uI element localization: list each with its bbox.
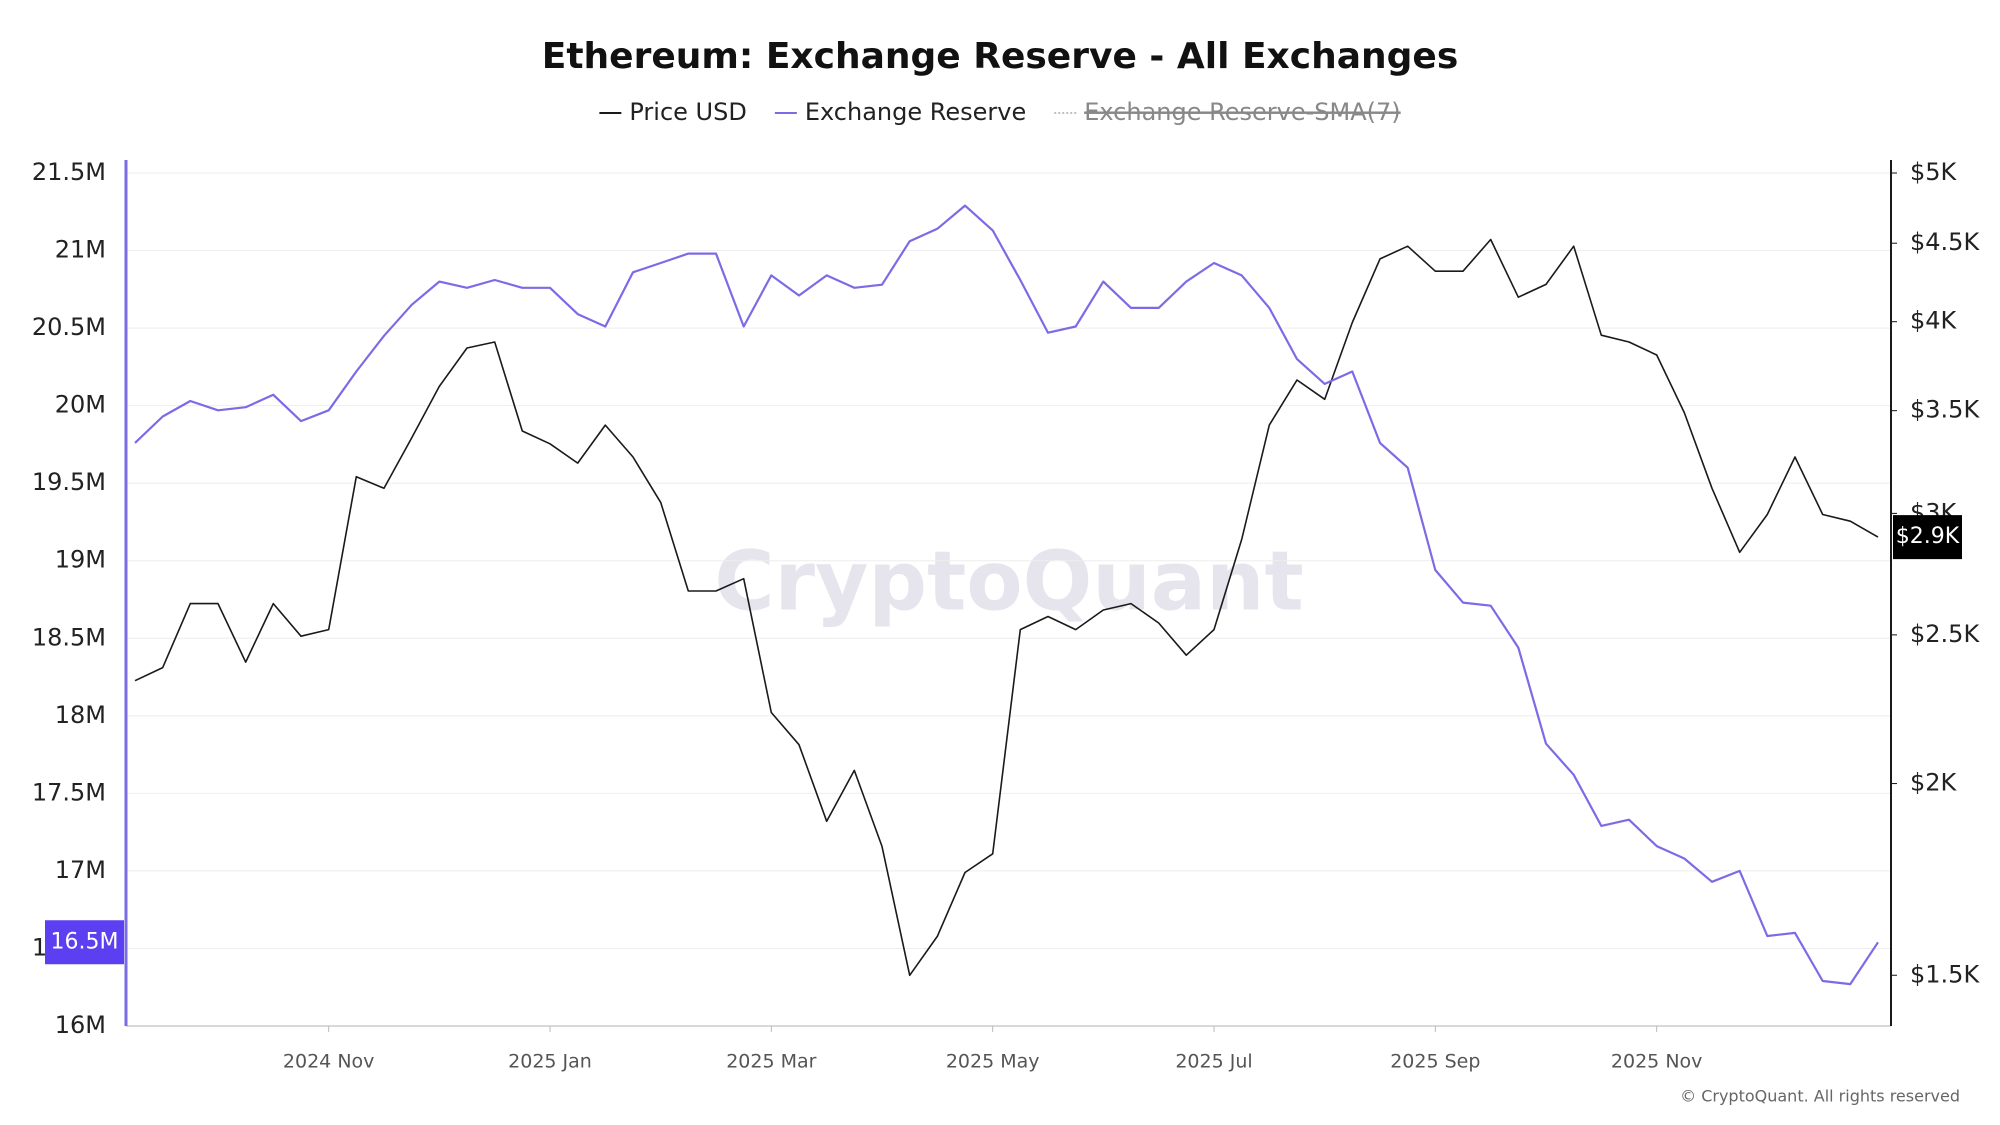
y-tick-label: 21.5M	[32, 158, 106, 186]
series-line	[134, 238, 1879, 977]
x-tick-label: 2025 May	[946, 1051, 1040, 1073]
y2-tick-label: $2.5K	[1910, 620, 1980, 648]
y-tick-label: 19M	[55, 546, 106, 574]
x-tick-label: 2025 Mar	[726, 1051, 816, 1073]
legend-item: Price USD	[599, 98, 747, 126]
y-tick-label: 19.5M	[32, 468, 106, 496]
y-tick-label: 20M	[55, 391, 106, 419]
y2-tick-label: $4.5K	[1910, 228, 1980, 256]
chart-title: Ethereum: Exchange Reserve - All Exchang…	[542, 36, 1459, 77]
y2-tick-label: $1.5K	[1910, 960, 1980, 988]
value-label: $2.9K	[1896, 524, 1960, 549]
y-tick-label: 17M	[55, 856, 106, 884]
legend-label: Price USD	[629, 98, 746, 126]
y-tick-label: 18.5M	[32, 623, 106, 651]
value-badge	[45, 920, 124, 965]
y-tick-label: 21M	[55, 236, 106, 264]
x-tick-label: 2025 Jan	[508, 1051, 592, 1073]
x-tick-label: 2025 Nov	[1611, 1051, 1702, 1073]
series-line	[134, 204, 1879, 986]
y-tick-label: 16M	[55, 1011, 106, 1039]
x-tick-label: 2025 Sep	[1390, 1051, 1480, 1073]
x-tick-label: 2024 Nov	[283, 1051, 374, 1073]
legend-item: Exchange Reserve	[774, 98, 1026, 126]
legend-item: Exchange Reserve-SMA(7)	[1054, 98, 1401, 126]
x-tick-label: 2025 Jul	[1175, 1051, 1252, 1073]
value-badge	[1893, 515, 1962, 560]
watermark: CryptoQuant	[714, 534, 1303, 629]
legend-label: Exchange Reserve-SMA(7)	[1084, 98, 1400, 126]
y2-tick-label: $5K	[1910, 158, 1958, 186]
y-tick-label: 18M	[55, 701, 106, 729]
legend: Price USD Exchange Reserve Exchange Reserv…	[599, 98, 1401, 126]
footer: © CryptoQuant. All rights reserved	[1680, 1087, 1960, 1106]
y-tick-label: 20.5M	[32, 313, 106, 341]
value-label: 16.5M	[51, 929, 119, 954]
y-tick-label: 17.5M	[32, 778, 106, 806]
y2-tick-label: $2K	[1910, 769, 1958, 797]
y2-tick-label: $3.5K	[1910, 396, 1980, 424]
y2-tick-label: $4K	[1910, 307, 1958, 335]
legend-label: Exchange Reserve	[805, 98, 1026, 126]
